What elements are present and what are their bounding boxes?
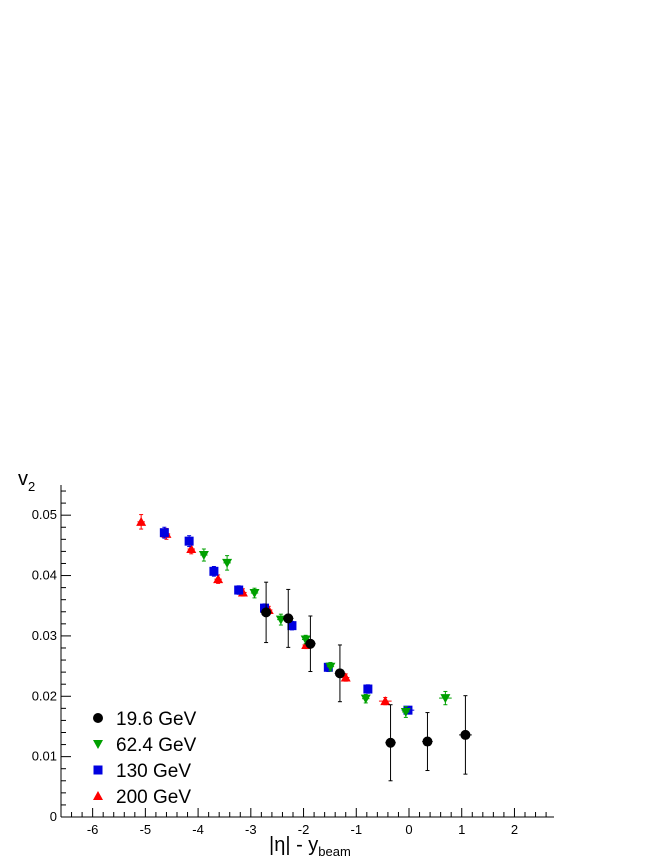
series-19-6-gev (260, 581, 472, 782)
data-point (422, 736, 433, 747)
legend-marker (93, 713, 103, 723)
x-tick-label: -2 (298, 822, 310, 837)
data-point (159, 528, 169, 538)
data-point (209, 566, 219, 576)
x-axis-title: |η| - ybeam (269, 834, 351, 859)
legend-marker (93, 791, 103, 800)
data-point (460, 729, 471, 740)
x-tick-label: -5 (140, 822, 152, 837)
legend-marker (93, 740, 103, 749)
legend-label-1: 62.4 GeV (116, 735, 197, 756)
y-tick-label: 0.01 (32, 749, 57, 764)
legend-entry-1: 62.4 GeV (93, 735, 197, 756)
y-ticks: 0 0.01 0.02 0.03 0.04 0.05 (32, 490, 71, 824)
legend-label-0: 19.6 GeV (116, 709, 197, 730)
x-axis-title-sub: beam (318, 844, 351, 859)
legend-label-3: 200 GeV (116, 787, 191, 808)
axes: -6 -5 -4 -3 -2 -1 0 1 2 0 0.01 0.02 0.03 0.04 0.05 (32, 485, 554, 837)
data-point (300, 635, 311, 645)
data-point (305, 638, 316, 649)
data-point (213, 574, 224, 584)
legend-marker-200-gev (93, 791, 103, 800)
x-tick-label: 1 (458, 822, 465, 837)
y-tick-label: 0.04 (32, 568, 57, 583)
y-tick-label: 0.02 (32, 688, 57, 703)
y-tick-label: 0 (50, 809, 57, 824)
data-point (360, 694, 371, 704)
legend-marker (93, 765, 103, 775)
y-tick-label: 0.03 (32, 628, 57, 643)
data-point (287, 621, 297, 631)
legend-marker-62-4-gev (93, 740, 103, 749)
legend-entry-3: 200 GeV (93, 787, 191, 808)
data-point (222, 558, 233, 568)
legend-entry-0: 19.6 GeV (93, 709, 197, 730)
data-point (136, 516, 147, 526)
legend: 19.6 GeV 62.4 GeV 130 GeV 200 GeV (93, 709, 197, 808)
data-point (400, 707, 411, 717)
data-point (440, 694, 451, 704)
series-62-4-gev (198, 548, 452, 718)
x-ticks: -6 -5 -4 -3 -2 -1 0 1 2 (60, 808, 547, 837)
y-axis-title: v2 (18, 468, 35, 494)
data-point (380, 696, 391, 706)
data-point (198, 551, 209, 561)
y-axis-title-main: v (18, 468, 28, 490)
x-axis-title-main: |η| - y (269, 834, 318, 856)
data-point (283, 613, 294, 624)
legend-marker-19-6-gev (93, 713, 103, 723)
x-tick-label: 2 (511, 822, 518, 837)
x-tick-label: -3 (245, 822, 257, 837)
data-point (186, 543, 197, 553)
legend-marker-130-gev (93, 765, 103, 775)
data-point (234, 585, 244, 595)
x-tick-label: -4 (192, 822, 204, 837)
data-point (385, 737, 396, 748)
data-point (340, 672, 351, 682)
x-tick-label: 0 (405, 822, 412, 837)
x-tick-label: -1 (350, 822, 362, 837)
legend-label-2: 130 GeV (116, 761, 191, 782)
data-point (334, 668, 345, 679)
data-point (249, 589, 260, 599)
data-point (363, 684, 373, 694)
y-tick-label: 0.05 (32, 507, 57, 522)
y-axis-title-sub: 2 (28, 479, 35, 494)
plot-area (136, 514, 472, 782)
x-tick-label: -6 (87, 822, 99, 837)
data-point (261, 607, 272, 618)
data-point (184, 536, 194, 546)
data-point (325, 662, 336, 672)
legend-entry-2: 130 GeV (93, 761, 191, 782)
